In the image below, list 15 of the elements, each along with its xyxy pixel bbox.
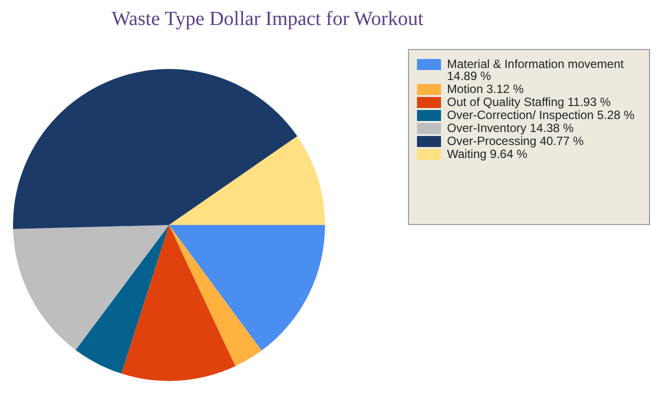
- pie-slice: [121, 225, 236, 381]
- chart-title: Waste Type Dollar Impact for Workout: [110, 8, 424, 31]
- pie-slice: [169, 136, 325, 225]
- pie-slice: [169, 225, 325, 351]
- legend-label: Waiting 9.64 %: [447, 147, 528, 161]
- pie-slice: [13, 225, 169, 350]
- legend-label: Motion 3.12 %: [447, 82, 525, 96]
- legend-label: Over-Correction/ Inspection 5.28 %: [447, 108, 636, 122]
- legend-label: Over-Processing 40.77 %: [447, 134, 585, 148]
- pie-slice: [169, 225, 262, 366]
- legend-label: Out of Quality Staffing 11.93 %: [447, 95, 612, 109]
- legend-label: Over-Inventory 14.38 %: [447, 121, 574, 135]
- legend-label: Material & Information movement 14.89 %: [447, 57, 625, 83]
- pie-slice: [76, 225, 169, 374]
- pie-slice: [13, 69, 298, 229]
